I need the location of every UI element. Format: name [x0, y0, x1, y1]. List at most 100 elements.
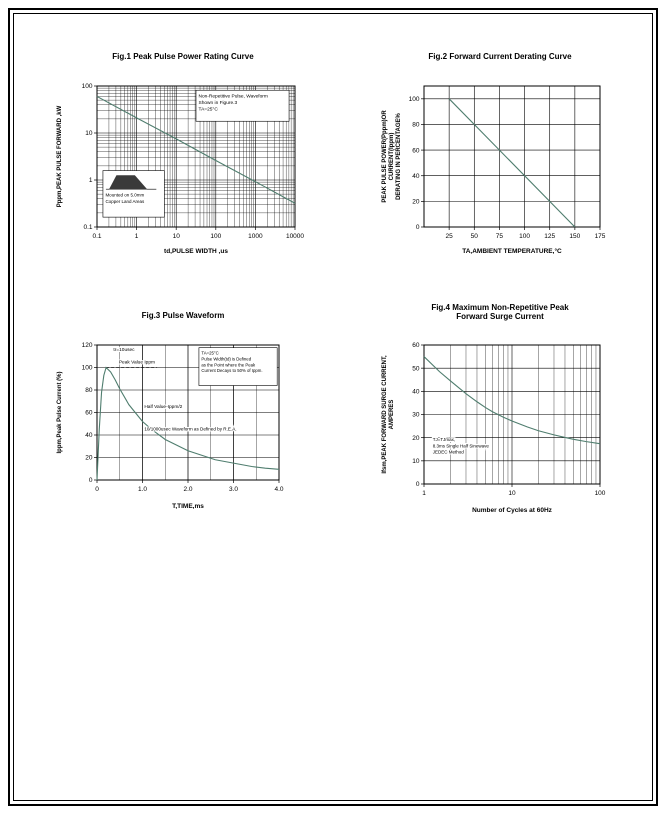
svg-text:10: 10	[173, 233, 181, 240]
svg-text:75: 75	[496, 233, 504, 240]
svg-text:TJ=TJmax,: TJ=TJmax,	[433, 437, 455, 442]
svg-text:0.1: 0.1	[83, 224, 92, 231]
fig4-x-axis-label: Number of Cycles at 60Hz	[472, 507, 552, 514]
fig1-y-axis-label: Pppm,PEAK PULSE FORWARD ,kW	[57, 105, 63, 208]
svg-text:2.0: 2.0	[183, 486, 192, 493]
tick-labels: 1 10 100 0 10 20 30 40 50 60	[412, 342, 606, 497]
svg-text:100: 100	[82, 365, 93, 372]
svg-text:3.0: 3.0	[229, 486, 238, 493]
figure-fig3: Fig.3 Pulse Waveform Ippm,Peak Pulse Cur…	[53, 311, 313, 527]
svg-text:50: 50	[412, 365, 420, 372]
note-rea: 10/1000usec Waveform as Defined by R.E.A…	[143, 426, 237, 433]
fig1-x-axis-label: td,PULSE WIDTH ,us	[164, 248, 228, 255]
svg-text:80: 80	[85, 387, 93, 394]
figure-fig2: Fig.2 Forward Current Derating Curve PEA…	[380, 52, 620, 272]
svg-text:0: 0	[89, 477, 93, 484]
svg-text:80: 80	[412, 122, 420, 129]
peak-pulse-power-kw	[96, 95, 296, 204]
fig4-title: Fig.4 Maximum Non-Repetitive Peak Forwar…	[431, 303, 569, 322]
tick-labels: 0 1.0 2.0 3.0 4.0 0 20 40 60 80 100 120	[82, 342, 284, 493]
grid-lines	[424, 86, 600, 227]
svg-text:1.0: 1.0	[138, 486, 147, 493]
pulse-waveform-percent	[96, 366, 280, 481]
fig2-chart: 25 50 75 100 125 150 175 0 20 40 60 80 100	[409, 85, 606, 240]
figure-fig1: Fig.1 Peak Pulse Power Rating Curve Pppm…	[53, 52, 313, 272]
surge-current-amperes	[423, 356, 601, 445]
svg-text:100: 100	[210, 233, 221, 240]
note-peak-value: Peak Value Ippm	[118, 358, 156, 366]
svg-text:Copper Land Areas: Copper Land Areas	[105, 199, 145, 204]
svg-text:Peak Value Ippm: Peak Value Ippm	[119, 359, 155, 365]
svg-text:0: 0	[95, 486, 99, 493]
svg-text:as the Point where the Peak: as the Point where the Peak	[201, 362, 256, 367]
grid-lines	[424, 345, 600, 484]
svg-text:1: 1	[422, 490, 426, 497]
svg-text:100: 100	[595, 490, 606, 497]
svg-text:20: 20	[85, 455, 93, 462]
svg-text:0.1: 0.1	[92, 233, 101, 240]
svg-text:50: 50	[471, 233, 479, 240]
svg-text:10: 10	[508, 490, 516, 497]
svg-text:TA=25°C: TA=25°C	[199, 106, 219, 112]
svg-text:40: 40	[412, 173, 420, 180]
svg-text:25: 25	[446, 233, 454, 240]
svg-text:Current Decays to 50% of Ippm.: Current Decays to 50% of Ippm.	[201, 368, 262, 373]
svg-text:Shown in Figure.3: Shown in Figure.3	[199, 100, 238, 106]
svg-text:150: 150	[569, 233, 580, 240]
fig3-x-axis-label: T,TIME,ms	[172, 503, 204, 510]
svg-text:10: 10	[412, 458, 420, 465]
derating-percent	[448, 98, 576, 228]
svg-text:4.0: 4.0	[274, 486, 283, 493]
svg-text:0: 0	[416, 481, 420, 488]
plot-border	[96, 85, 296, 228]
fig3-chart: 0 1.0 2.0 3.0 4.0 0 20 40 60 80 100 120 tr=10usec Pea…	[82, 342, 284, 493]
tick-labels: 25 50 75 100 125 150 175 0 20 40 60 80 100	[409, 96, 606, 240]
svg-text:175: 175	[595, 233, 606, 240]
svg-text:10: 10	[85, 130, 93, 137]
svg-text:60: 60	[85, 410, 93, 417]
svg-text:40: 40	[412, 389, 420, 396]
fig4-chart: 1 10 100 0 10 20 30 40 50 60 TJ=TJmax,8.3ms Single…	[412, 342, 606, 497]
svg-text:125: 125	[544, 233, 555, 240]
svg-text:20: 20	[412, 199, 420, 206]
svg-text:60: 60	[412, 147, 420, 154]
svg-text:Mounted on 5.0mm: Mounted on 5.0mm	[105, 193, 144, 198]
svg-text:10/1000usec Waveform as Define: 10/1000usec Waveform as Defined by R.E.A…	[144, 427, 236, 432]
pulse-shape-icon	[109, 175, 148, 190]
svg-text:TA=25°C: TA=25°C	[201, 351, 218, 356]
svg-text:120: 120	[82, 342, 93, 349]
svg-text:20: 20	[412, 435, 420, 442]
note-tr: tr=10usec	[112, 346, 136, 354]
svg-text:60: 60	[412, 342, 420, 349]
svg-text:JEDEC Method: JEDEC Method	[433, 449, 465, 454]
svg-text:Half Value-Ippm/2: Half Value-Ippm/2	[144, 404, 182, 410]
svg-text:1: 1	[135, 233, 139, 240]
fig2-x-axis-label: TA,AMBIENT TEMPERATURE,°C	[462, 248, 562, 255]
fig3-y-axis-label: Ippm,Peak Pulse Current (%)	[57, 371, 63, 454]
svg-text:1000: 1000	[248, 233, 263, 240]
svg-text:Non-Repetitive Pulse, Waveform: Non-Repetitive Pulse, Waveform	[199, 94, 268, 100]
svg-text:0: 0	[416, 224, 420, 231]
svg-text:1: 1	[89, 177, 93, 184]
plot-border	[423, 85, 601, 228]
figure-fig4: Fig.4 Maximum Non-Repetitive Peak Forwar…	[380, 303, 620, 531]
svg-text:30: 30	[412, 412, 420, 419]
svg-text:8.3ms Single Half Sinewave: 8.3ms Single Half Sinewave	[433, 443, 490, 448]
svg-text:100: 100	[409, 96, 420, 103]
fig2-title: Fig.2 Forward Current Derating Curve	[428, 52, 572, 61]
svg-text:100: 100	[519, 233, 530, 240]
svg-text:40: 40	[85, 432, 93, 439]
fig4-y-axis-label: Ifsm,PEAK FORWARD SURGE CURRENT, AMPERES	[382, 355, 395, 474]
tick-labels: 0.1 1 10 100 1000 10000 0.1 1 10 100	[82, 83, 305, 240]
svg-text:tr=10usec: tr=10usec	[113, 347, 135, 353]
fig1-chart: 0.1 1 10 100 1000 10000 0.1 1 10 100 Non-Repetitiv…	[82, 83, 305, 240]
note-half-value: Half Value-Ippm/2	[143, 403, 183, 411]
fig3-title: Fig.3 Pulse Waveform	[141, 311, 225, 320]
fig1-title: Fig.1 Peak Pulse Power Rating Curve	[112, 52, 254, 61]
svg-text:10000: 10000	[286, 233, 304, 240]
svg-text:Pulse Width(td) is Defined: Pulse Width(td) is Defined	[201, 356, 251, 361]
